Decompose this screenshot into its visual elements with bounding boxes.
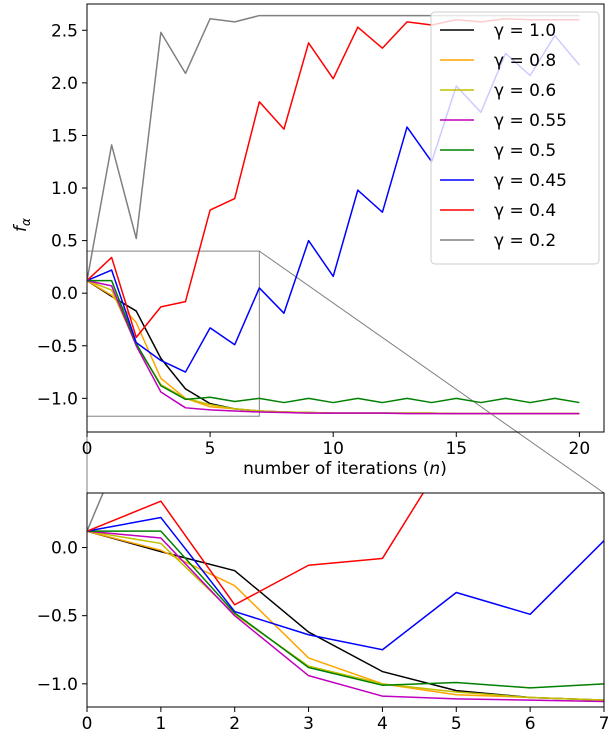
main-y-tick-label: 2.5	[51, 21, 78, 41]
zoom-y-tick-label: −0.5	[37, 607, 78, 627]
main-x-tick-label: 20	[569, 439, 591, 459]
zoom-series-line-5	[87, 516, 604, 651]
zoom-y-ticks: −1.0 −0.5 0.0	[37, 539, 87, 695]
main-y-tick-label: 1.5	[51, 126, 78, 146]
main-y-tick-label: 0.5	[51, 232, 78, 252]
main-x-tick-label: 15	[445, 439, 467, 459]
zoom-series-line-4	[87, 530, 604, 689]
legend-label-3: γ = 0.55	[494, 111, 567, 131]
zoom-x-tick-label: 5	[451, 714, 462, 734]
legend: γ = 1.0 γ = 0.8 γ = 0.6 γ = 0.55 γ = 0.5 γ = …	[430, 11, 600, 265]
legend-items: γ = 1.0 γ = 0.8 γ = 0.6 γ = 0.55 γ = 0.5 γ = …	[440, 21, 567, 251]
main-x-tick-label: 10	[322, 439, 344, 459]
main-series-line-2	[87, 279, 580, 415]
main-series-line-1	[87, 279, 580, 415]
legend-label-1: γ = 0.8	[494, 51, 556, 71]
legend-label-2: γ = 0.6	[494, 81, 556, 101]
legend-label-5: γ = 0.45	[494, 171, 567, 191]
legend-label-6: γ = 0.4	[494, 201, 556, 221]
y-axis-label: fα	[11, 218, 33, 232]
legend-label-0: γ = 1.0	[494, 21, 556, 41]
zoom-x-tick-label: 6	[525, 714, 536, 734]
zoom-series-line-6	[87, 493, 425, 606]
main-x-tick-label: 0	[82, 439, 93, 459]
legend-label-4: γ = 0.5	[494, 141, 556, 161]
zoom-x-tick-label: 0	[82, 714, 93, 734]
main-y-tick-label: 1.0	[51, 179, 78, 199]
zoom-series-lines	[87, 493, 604, 703]
main-y-tick-label: 0.0	[51, 284, 78, 304]
zoom-x-ticks: 0 1 2 3 4 5 6 7	[82, 707, 608, 734]
zoom-series-line-3	[87, 530, 604, 703]
zoom-x-tick-label: 2	[229, 714, 240, 734]
main-series-line-3	[87, 279, 580, 415]
x-axis-label: number of iterations (n)	[243, 459, 447, 479]
main-y-tick-label: −0.5	[37, 337, 78, 357]
main-series-line-0	[87, 279, 580, 415]
zoom-x-tick-label: 7	[599, 714, 608, 734]
main-y-tick-label: −1.0	[37, 389, 78, 409]
zoom-indicator	[86, 250, 605, 494]
zoom-x-tick-label: 4	[377, 714, 388, 734]
zoom-y-tick-label: 0.0	[51, 539, 78, 559]
zoom-plot-frame	[86, 492, 605, 708]
zoom-panel: 0 1 2 3 4 5 6 7 −1.0 −0.5 0.0	[37, 492, 608, 734]
main-series-line-4	[87, 279, 580, 404]
legend-label-7: γ = 0.2	[494, 231, 556, 251]
legend-box	[430, 11, 600, 265]
zoom-x-tick-label: 1	[155, 714, 166, 734]
zoom-x-tick-label: 3	[303, 714, 314, 734]
main-plot-frame	[86, 3, 605, 433]
main-x-ticks: 0 5 10 15 20	[82, 432, 591, 459]
main-y-ticks: −1.0 −0.5 0.0 0.5 1.0 1.5 2.0 2.5	[37, 21, 87, 409]
main-x-tick-label: 5	[205, 439, 216, 459]
zoom-connector-right	[259, 250, 605, 494]
main-y-tick-label: 2.0	[51, 74, 78, 94]
zoom-y-tick-label: −1.0	[37, 675, 78, 695]
zoom-series-line-2	[87, 530, 604, 701]
